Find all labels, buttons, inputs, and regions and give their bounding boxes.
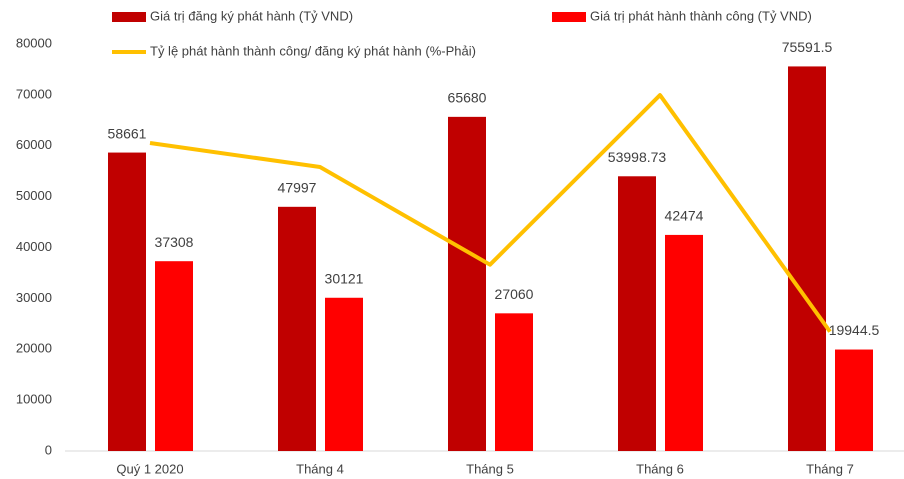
data-label: 27060 <box>495 286 534 302</box>
y-tick-label: 20000 <box>16 341 52 356</box>
bar <box>788 66 826 451</box>
data-label: 42474 <box>665 208 704 224</box>
bar <box>448 116 486 451</box>
y-tick-label: 50000 <box>16 188 52 203</box>
x-tick-label: Tháng 4 <box>296 461 344 476</box>
x-tick-label: Quý 1 2020 <box>116 461 183 476</box>
data-label: 53998.73 <box>608 149 667 165</box>
y-tick-label: 40000 <box>16 239 52 254</box>
x-tick-label: Tháng 6 <box>636 461 684 476</box>
bar <box>108 152 146 451</box>
y-tick-label: 60000 <box>16 137 52 152</box>
data-label: 19944.5 <box>829 322 880 338</box>
x-tick-label: Tháng 5 <box>466 461 514 476</box>
data-label: 37308 <box>155 234 194 250</box>
bar <box>618 176 656 451</box>
bar <box>835 349 873 451</box>
legend-swatch <box>552 12 586 22</box>
bar <box>495 313 533 451</box>
bar <box>325 297 363 451</box>
data-label: 30121 <box>325 270 364 286</box>
bar <box>278 206 316 451</box>
legend-label: Tỷ lệ phát hành thành công/ đăng ký phát… <box>150 43 476 58</box>
legend-label: Giá trị đăng ký phát hành (Tỷ VND) <box>150 8 353 23</box>
y-tick-label: 30000 <box>16 290 52 305</box>
data-label: 75591.5 <box>782 39 833 55</box>
data-label: 65680 <box>448 90 487 106</box>
y-tick-label: 10000 <box>16 392 52 407</box>
bar <box>665 234 703 451</box>
y-tick-label: 80000 <box>16 35 52 50</box>
y-tick-label: 70000 <box>16 86 52 101</box>
x-tick-label: Tháng 7 <box>806 461 854 476</box>
legend-swatch <box>112 12 146 22</box>
y-tick-label: 0 <box>45 442 52 457</box>
legend-label: Giá trị phát hành thành công (Tỷ VND) <box>590 8 812 23</box>
bar <box>155 261 193 451</box>
data-label: 58661 <box>108 125 147 141</box>
data-label: 47997 <box>278 180 317 196</box>
line <box>149 93 832 333</box>
